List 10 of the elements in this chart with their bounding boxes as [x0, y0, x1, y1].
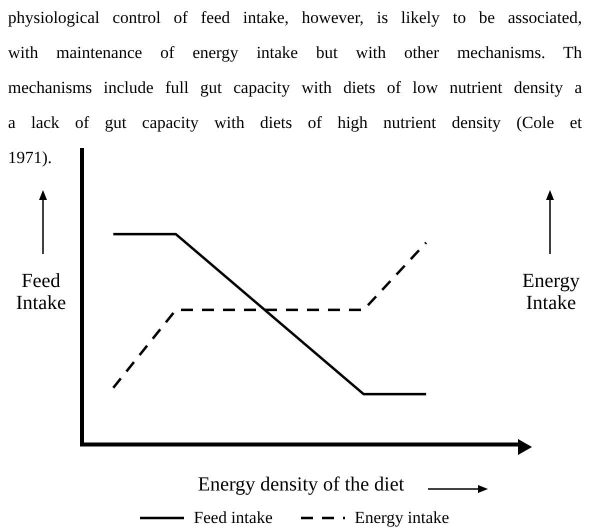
legend-label: Energy intake: [354, 508, 450, 528]
text: 1971).: [8, 147, 53, 169]
y-axis-title: Feed Intake: [15, 270, 67, 314]
text: physiological control of feed intake, however, is likely to be associated,: [8, 7, 582, 29]
x-axis-title: Energy density of the diet: [198, 473, 405, 496]
legend-label: Feed intake: [194, 508, 273, 528]
y2-axis-title: Energy Intake: [521, 270, 581, 314]
text: a lack of gut capacity with diets of high nutrient density (Cole et: [8, 112, 582, 134]
text: mechanisms include full gut capacity with diets of low nutrient density a: [8, 77, 582, 99]
text: with maintenance of energy intake but with other mechanisms. Th: [8, 42, 582, 64]
